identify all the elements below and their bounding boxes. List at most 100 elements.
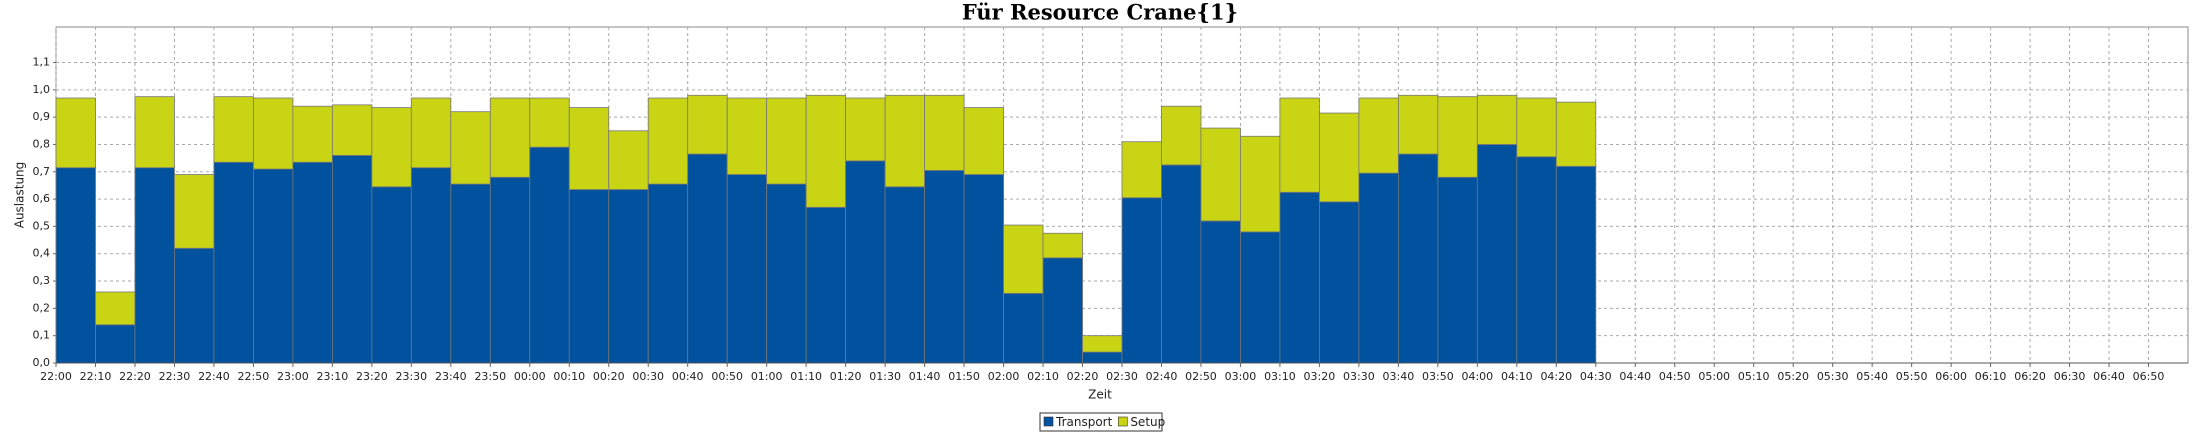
- x-tick-label: 02:40: [1146, 370, 1178, 383]
- bar-segment: [331, 104, 373, 156]
- bar-segment: [1358, 97, 1399, 174]
- x-tick-label: 02:30: [1106, 370, 1138, 383]
- bar-segment: [805, 94, 847, 208]
- bar-segment: [963, 107, 1004, 175]
- x-tick-label: 02:50: [1185, 370, 1217, 383]
- y-tick-label: 0,4: [33, 247, 51, 260]
- bar-segment: [608, 130, 649, 190]
- x-tick-label: 03:00: [1225, 370, 1257, 383]
- bar-segment: [1319, 112, 1360, 203]
- y-tick-label: 1,1: [33, 56, 51, 69]
- bar-segment: [1516, 97, 1557, 158]
- bar-segment: [1397, 94, 1439, 155]
- bar-segment: [924, 170, 965, 364]
- bar-segment: [1042, 232, 1083, 259]
- x-tick-label: 00:30: [632, 370, 664, 383]
- bar-segment: [450, 111, 491, 185]
- bar-segment: [1516, 156, 1557, 364]
- bar-segment: [450, 183, 491, 364]
- y-tick-label: 0,6: [33, 192, 51, 205]
- x-tick-label: 00:40: [672, 370, 704, 383]
- x-tick-label: 02:20: [1067, 370, 1099, 383]
- bar-segment: [253, 97, 294, 170]
- bar-segment: [1279, 191, 1320, 364]
- x-tick-label: 02:10: [1027, 370, 1059, 383]
- bar-segment: [134, 96, 175, 169]
- bar-segment: [1240, 135, 1281, 233]
- y-tick-label: 0,5: [33, 219, 51, 232]
- bar-segment: [805, 206, 847, 364]
- bar-segment: [1200, 127, 1241, 222]
- bar-segment: [489, 97, 531, 178]
- x-tick-label: 22:40: [198, 370, 230, 383]
- bar-segment: [1279, 97, 1320, 193]
- x-tick-label: 04:00: [1461, 370, 1493, 383]
- x-tick-label: 23:20: [356, 370, 388, 383]
- bar-segment: [766, 97, 807, 185]
- bar-segment: [1003, 292, 1044, 364]
- x-tick-label: 04:10: [1501, 370, 1533, 383]
- x-tick-label: 01:50: [948, 370, 980, 383]
- bar-segment: [726, 174, 768, 364]
- bar-segment: [1476, 94, 1518, 145]
- x-tick-label: 06:00: [1935, 370, 1967, 383]
- bar-segment: [1121, 197, 1162, 364]
- bar-segment: [1082, 351, 1123, 364]
- x-tick-label: 23:40: [435, 370, 467, 383]
- x-tick-label: 03:50: [1422, 370, 1454, 383]
- x-tick-label: 03:40: [1383, 370, 1415, 383]
- x-tick-label: 05:50: [1896, 370, 1928, 383]
- y-tick-label: 0,7: [33, 165, 51, 178]
- x-tick-label: 00:10: [553, 370, 585, 383]
- y-tick-label: 0,2: [33, 301, 51, 314]
- x-tick-label: 22:50: [238, 370, 270, 383]
- y-tick-label: 0,9: [33, 110, 51, 123]
- bar-segment: [1397, 153, 1439, 364]
- bar-segment: [1358, 172, 1399, 364]
- bar-segment: [884, 94, 925, 188]
- bar-segment: [608, 189, 649, 364]
- bar-segment: [647, 97, 689, 185]
- x-tick-label: 06:30: [2054, 370, 2086, 383]
- x-tick-label: 01:10: [790, 370, 822, 383]
- bar-segment: [687, 153, 728, 364]
- x-tick-label: 23:10: [317, 370, 349, 383]
- x-tick-label: 22:20: [119, 370, 151, 383]
- bar-segment: [1121, 141, 1162, 199]
- legend-swatch: [1043, 416, 1054, 427]
- x-tick-label: 02:00: [988, 370, 1020, 383]
- x-tick-label: 00:20: [593, 370, 625, 383]
- bar-segment: [1042, 257, 1083, 364]
- bar-segment: [55, 167, 96, 364]
- bar-segment: [174, 174, 215, 249]
- legend: Transport Setup: [1039, 412, 1165, 432]
- legend-label: Transport: [1055, 415, 1113, 429]
- x-tick-label: 04:20: [1540, 370, 1572, 383]
- legend-box: [1039, 412, 1163, 432]
- x-tick-label: 05:20: [1777, 370, 1809, 383]
- bar-segment: [963, 174, 1004, 364]
- x-tick-label: 23:50: [474, 370, 506, 383]
- legend-swatch: [1118, 416, 1128, 427]
- y-tick-label: 1,0: [33, 83, 51, 96]
- x-tick-label: 06:50: [2133, 370, 2165, 383]
- bar-segment: [1319, 201, 1360, 364]
- x-tick-label: 01:20: [830, 370, 862, 383]
- x-tick-label: 23:00: [277, 370, 309, 383]
- bar-segment: [845, 97, 886, 162]
- bar-segment: [766, 183, 807, 364]
- bar-segment: [687, 94, 728, 155]
- x-tick-label: 05:00: [1698, 370, 1730, 383]
- bar-segment: [726, 97, 768, 175]
- x-tick-label: 05:40: [1856, 370, 1888, 383]
- bar-segment: [568, 189, 610, 364]
- bar-segment: [1003, 224, 1044, 294]
- x-tick-label: 03:10: [1264, 370, 1296, 383]
- bar-segment: [95, 324, 136, 364]
- x-tick-label: 00:50: [711, 370, 743, 383]
- x-tick-label: 03:30: [1343, 370, 1375, 383]
- x-tick-label: 22:10: [80, 370, 112, 383]
- x-tick-label: 04:30: [1580, 370, 1612, 383]
- bar-segment: [1240, 231, 1281, 364]
